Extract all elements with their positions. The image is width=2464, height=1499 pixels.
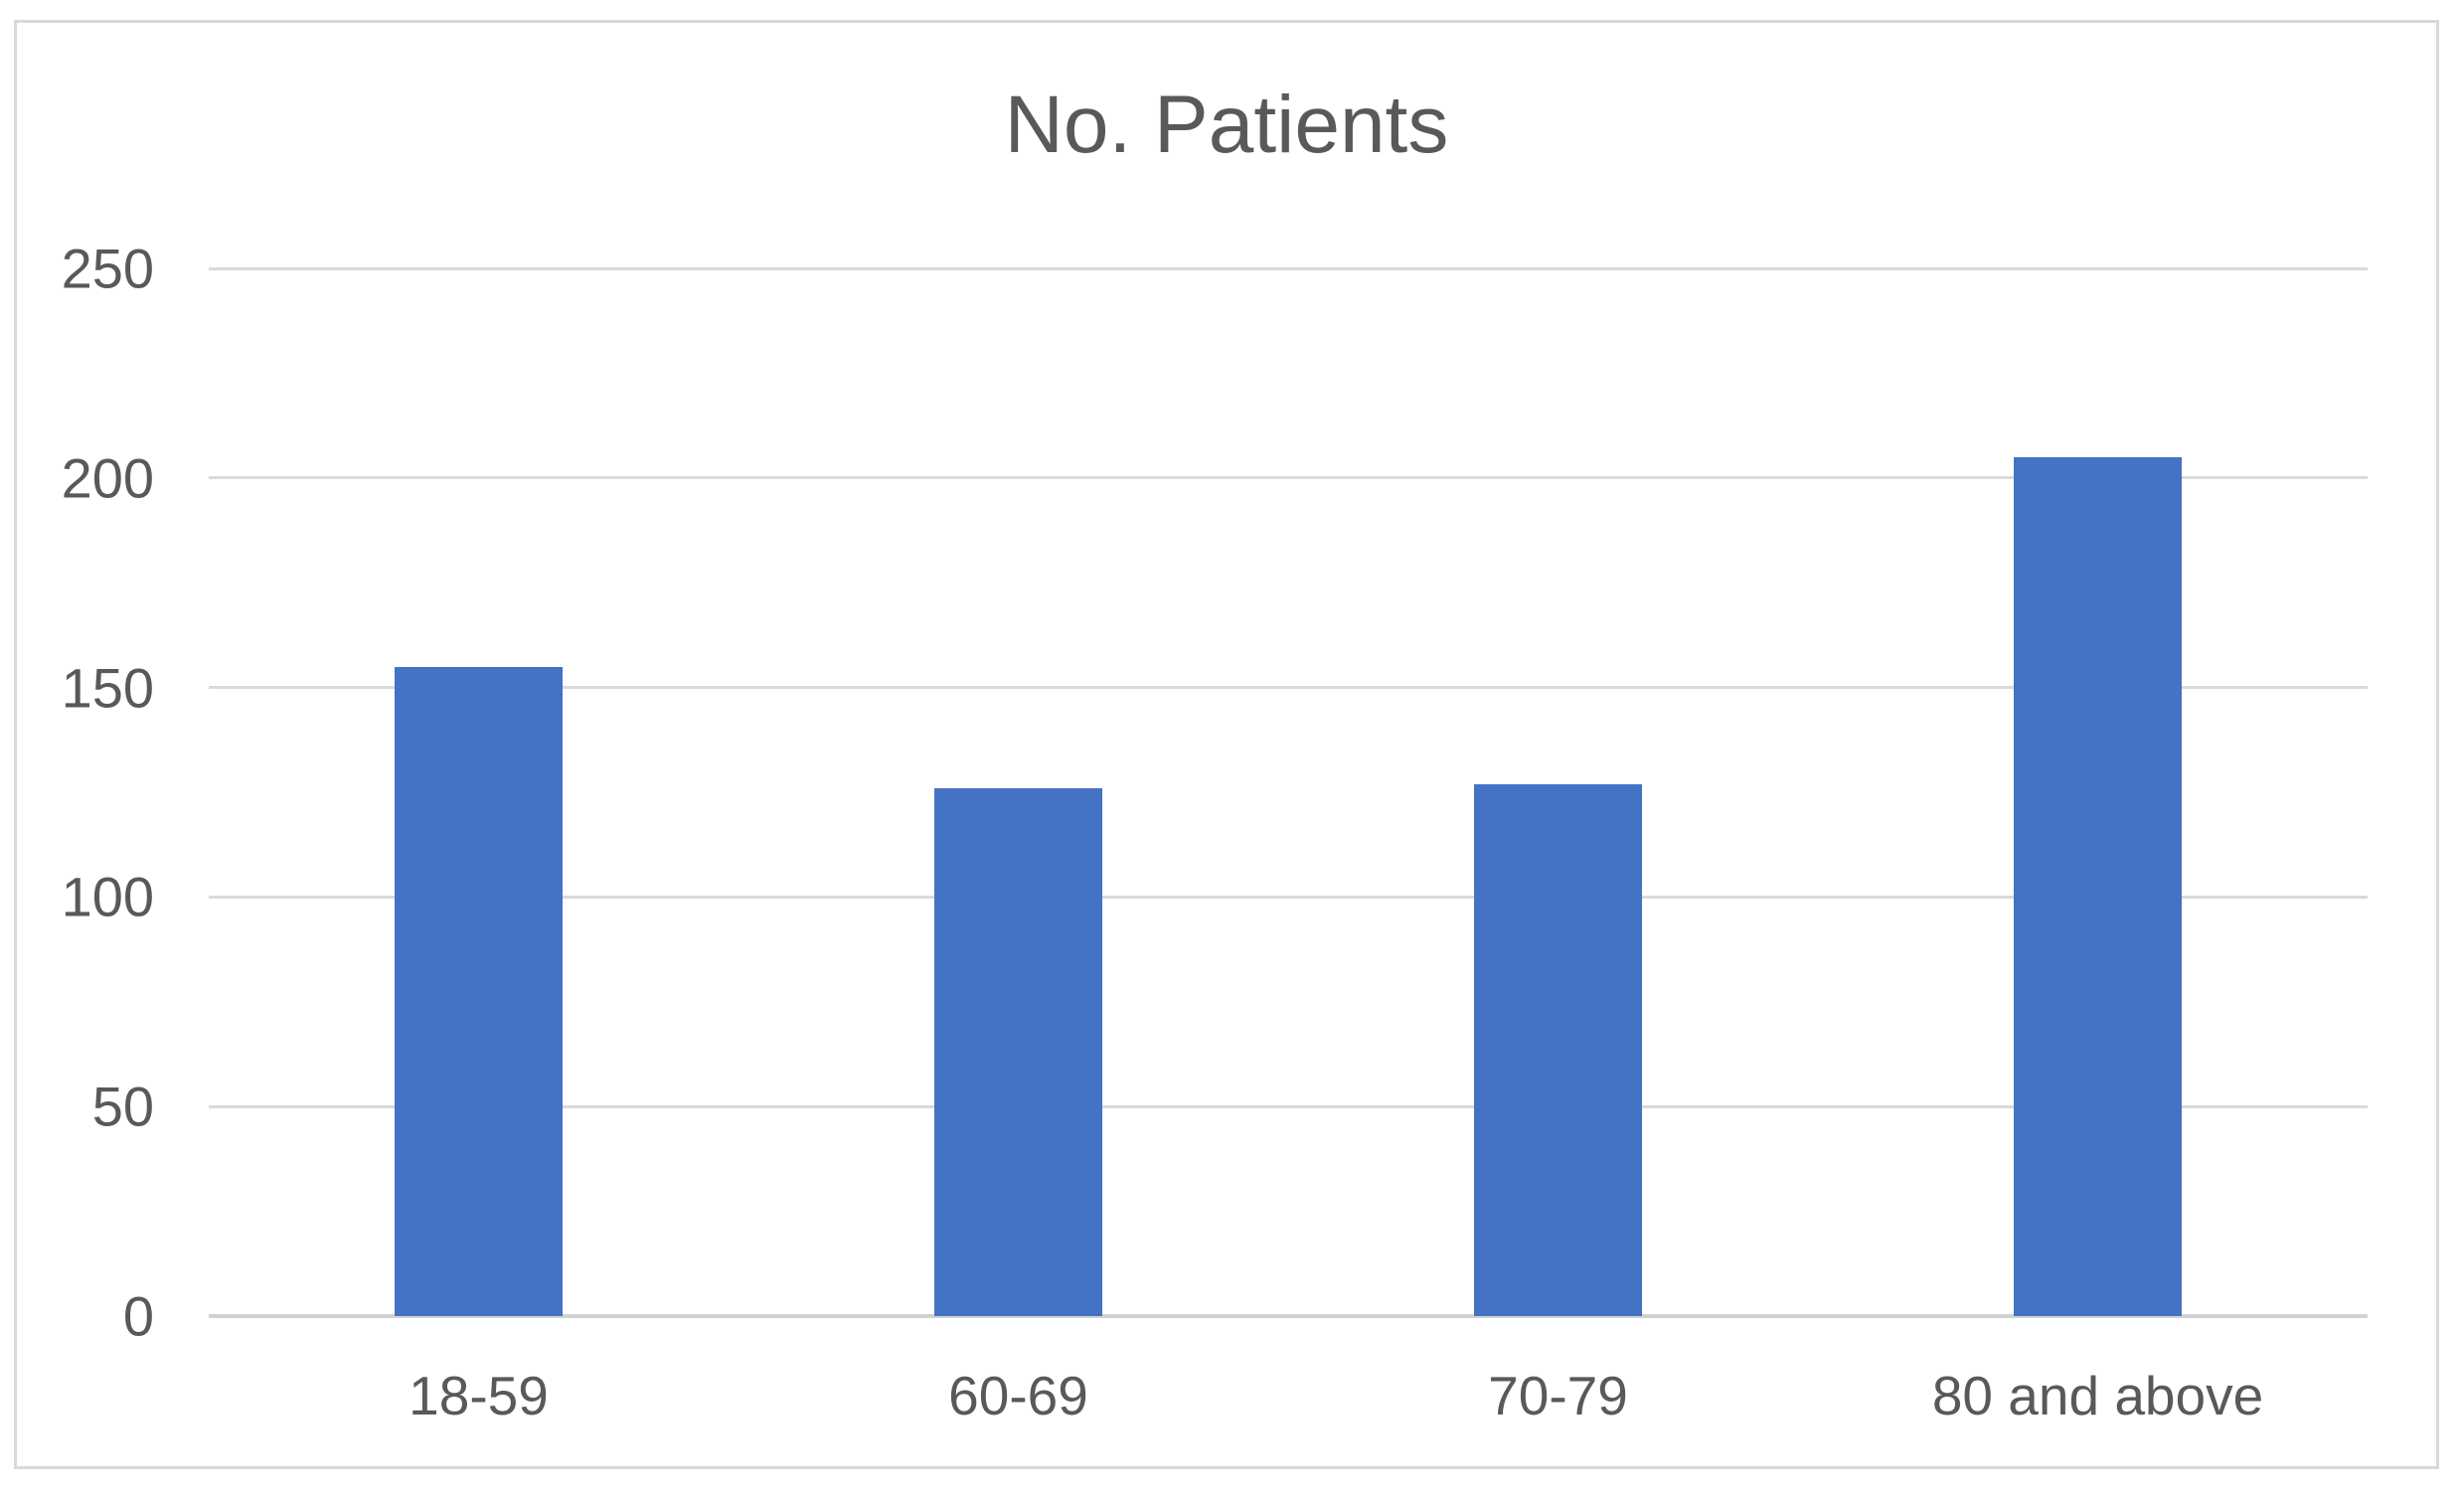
y-tick-label: 200 [61,446,154,510]
y-tick-label: 50 [91,1075,154,1138]
chart-title: No. Patients [1004,80,1449,170]
y-tick-label: 250 [61,237,154,300]
y-tick-label: 0 [122,1284,154,1348]
gridline [209,266,2368,270]
bar [395,666,563,1316]
y-tick-label: 150 [61,656,154,720]
gridline [209,476,2368,480]
y-tick-label: 100 [61,865,154,928]
x-category-label: 60-69 [948,1365,1088,1426]
plot-area [209,266,2368,1318]
x-axis-labels: 18-59 60-69 70-79 80 and above [209,1364,2368,1443]
bar [2014,456,2182,1316]
y-axis-labels: 0 50 100 150 200 250 [20,238,154,1348]
gridline [209,686,2368,690]
x-axis-line [209,1314,2368,1318]
gridline [209,1104,2368,1108]
x-category-label: 18-59 [409,1365,549,1426]
bar [1474,783,1642,1316]
bar [934,787,1102,1316]
x-category-label: 70-79 [1488,1365,1628,1426]
x-category-label: 80 and above [1931,1365,2264,1426]
gridline [209,895,2368,899]
